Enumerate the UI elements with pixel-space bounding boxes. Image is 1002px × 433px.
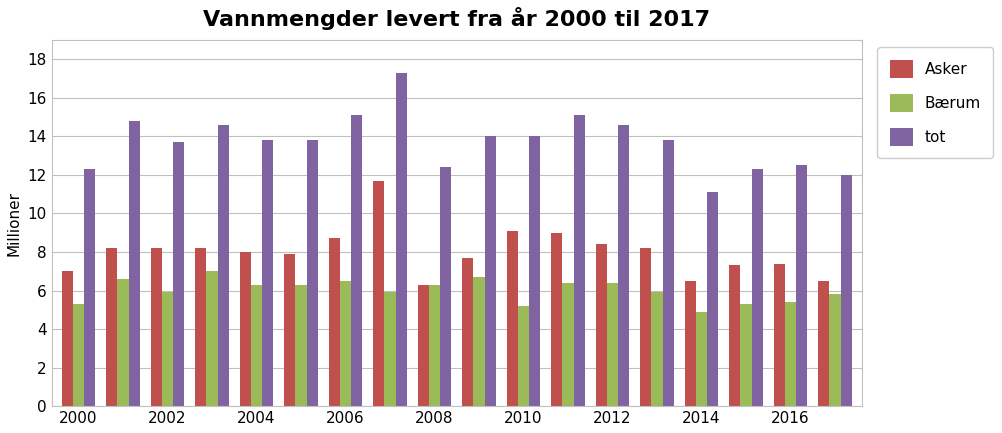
- Bar: [106, 248, 117, 406]
- Y-axis label: Millioner: Millioner: [7, 191, 22, 255]
- Bar: [841, 175, 852, 406]
- Bar: [596, 244, 607, 406]
- Bar: [662, 140, 673, 406]
- Bar: [551, 233, 562, 406]
- Bar: [518, 306, 529, 406]
- Bar: [206, 271, 217, 406]
- Bar: [62, 271, 73, 406]
- Bar: [707, 192, 718, 406]
- Bar: [128, 121, 139, 406]
- Bar: [740, 304, 752, 406]
- Bar: [429, 285, 440, 406]
- Bar: [307, 140, 318, 406]
- Legend: Asker, Bærum, tot: Asker, Bærum, tot: [878, 48, 993, 158]
- Bar: [329, 239, 340, 406]
- Bar: [485, 136, 496, 406]
- Bar: [796, 165, 808, 406]
- Bar: [73, 304, 84, 406]
- Bar: [340, 281, 351, 406]
- Bar: [117, 279, 128, 406]
- Bar: [774, 264, 785, 406]
- Bar: [374, 181, 385, 406]
- Bar: [529, 136, 540, 406]
- Title: Vannmengder levert fra år 2000 til 2017: Vannmengder levert fra år 2000 til 2017: [203, 7, 710, 30]
- Bar: [418, 285, 429, 406]
- Bar: [607, 283, 618, 406]
- Bar: [84, 169, 95, 406]
- Bar: [262, 140, 274, 406]
- Bar: [385, 292, 396, 406]
- Bar: [562, 283, 573, 406]
- Bar: [640, 248, 651, 406]
- Bar: [440, 167, 451, 406]
- Bar: [819, 281, 830, 406]
- Bar: [618, 125, 629, 406]
- Bar: [296, 285, 307, 406]
- Bar: [250, 285, 262, 406]
- Bar: [173, 142, 184, 406]
- Bar: [473, 277, 485, 406]
- Bar: [684, 281, 696, 406]
- Bar: [462, 258, 473, 406]
- Bar: [752, 169, 763, 406]
- Bar: [785, 302, 796, 406]
- Bar: [573, 115, 585, 406]
- Bar: [507, 231, 518, 406]
- Bar: [830, 294, 841, 406]
- Bar: [285, 254, 296, 406]
- Bar: [351, 115, 362, 406]
- Bar: [696, 312, 707, 406]
- Bar: [195, 248, 206, 406]
- Bar: [239, 252, 250, 406]
- Bar: [396, 73, 407, 406]
- Bar: [729, 265, 740, 406]
- Bar: [217, 125, 228, 406]
- Bar: [651, 292, 662, 406]
- Bar: [162, 292, 173, 406]
- Bar: [150, 248, 162, 406]
